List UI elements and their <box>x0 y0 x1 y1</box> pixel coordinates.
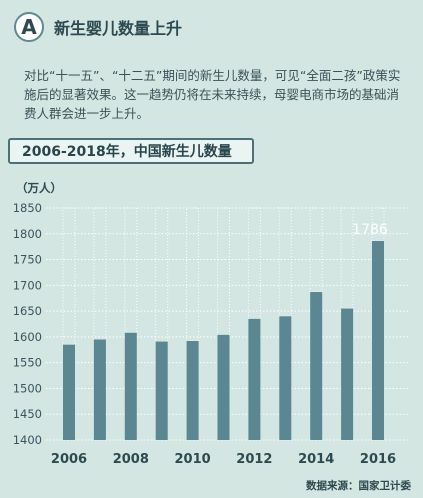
y-tick-label: 1700 <box>13 278 42 292</box>
y-tick-label: 1500 <box>13 381 42 395</box>
section-title: 新生婴儿数量上升 <box>54 19 183 38</box>
bar-guide <box>340 207 354 310</box>
y-tick-label: 1400 <box>13 433 42 447</box>
x-tick-label: 2014 <box>298 452 334 467</box>
bar-guide <box>155 207 169 343</box>
y-tick-label: 1750 <box>13 253 42 267</box>
y-tick-label: 1600 <box>13 330 42 344</box>
bar-chart: 1400 1450 1500 1550 1600 1650 1700 1750 1800 1850… <box>13 201 410 467</box>
data-label: 1786 <box>352 222 388 238</box>
bar-guide <box>93 207 107 340</box>
bar <box>341 308 354 440</box>
bar <box>155 341 168 440</box>
bar-guide <box>247 207 261 320</box>
bar <box>124 332 137 440</box>
bar <box>217 334 230 440</box>
y-tick-label: 1800 <box>13 227 42 241</box>
y-tick-label: 1850 <box>13 201 42 215</box>
section-badge: A <box>14 12 44 42</box>
x-tick-label: 2012 <box>236 452 272 467</box>
bar-guide <box>62 207 76 346</box>
bar <box>248 318 261 440</box>
bar <box>310 292 323 440</box>
bar <box>63 344 75 440</box>
x-tick-label: 2016 <box>360 452 396 467</box>
data-source: 数据来源：国家卫计委 <box>306 480 411 492</box>
intro-paragraph: 对比“十一五”、“十二五”期间的新生儿数量，可见“全面二孩”政策实施后的显著效果… <box>24 68 401 121</box>
bar <box>279 316 292 440</box>
x-tick-label: 2006 <box>51 452 87 467</box>
y-tick-label: 1450 <box>13 407 42 421</box>
bar <box>372 240 384 440</box>
y-axis-unit: （万人） <box>16 181 62 195</box>
bar-guide <box>309 207 323 293</box>
bar-guide <box>217 207 230 336</box>
bar <box>186 341 199 440</box>
chart-title: 2006-2018年，中国新生儿数量 <box>8 138 254 164</box>
x-tick-label: 2010 <box>175 452 211 467</box>
section-header: A 新生婴儿数量上升 <box>14 10 182 44</box>
bar-guide <box>371 207 385 242</box>
y-tick-label: 1650 <box>13 304 42 318</box>
y-tick-label: 1550 <box>13 356 42 370</box>
bar-guide <box>124 207 138 334</box>
x-tick-label: 2008 <box>113 452 149 467</box>
bar <box>93 339 106 440</box>
bar-guide <box>278 207 292 317</box>
bar-guide <box>186 207 200 342</box>
